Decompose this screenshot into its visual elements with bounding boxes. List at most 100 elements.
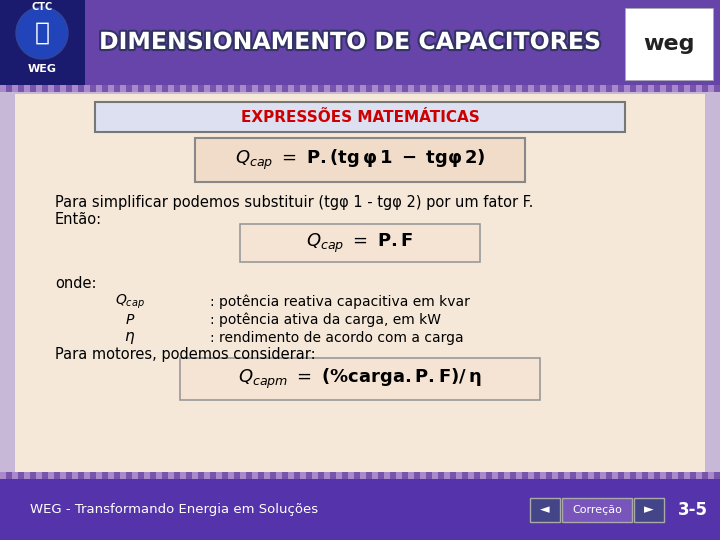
Bar xyxy=(522,85,528,92)
Bar xyxy=(48,472,54,479)
Bar xyxy=(546,472,552,479)
Bar xyxy=(468,85,474,92)
Bar xyxy=(288,85,294,92)
Bar xyxy=(426,472,432,479)
Bar xyxy=(240,472,246,479)
Bar xyxy=(516,472,522,479)
Bar xyxy=(246,85,252,92)
Bar xyxy=(276,472,282,479)
Bar xyxy=(258,85,264,92)
Bar xyxy=(180,358,540,400)
Bar xyxy=(624,85,630,92)
Bar xyxy=(702,472,708,479)
Bar xyxy=(150,472,156,479)
Bar xyxy=(6,472,12,479)
Text: $Q_{cap}$: $Q_{cap}$ xyxy=(115,293,145,311)
Bar xyxy=(588,85,594,92)
Bar xyxy=(625,8,713,80)
Bar xyxy=(12,85,18,92)
Bar xyxy=(95,102,625,132)
Text: : potência ativa da carga, em kW: : potência ativa da carga, em kW xyxy=(210,313,441,327)
Bar xyxy=(708,472,714,479)
Bar xyxy=(90,85,96,92)
Bar xyxy=(562,498,632,522)
Bar xyxy=(660,85,666,92)
Bar xyxy=(570,472,576,479)
Bar xyxy=(234,472,240,479)
Bar xyxy=(390,472,396,479)
Bar xyxy=(192,85,198,92)
Bar xyxy=(144,85,150,92)
Bar xyxy=(540,85,546,92)
Bar xyxy=(558,85,564,92)
Bar xyxy=(138,85,144,92)
Bar xyxy=(198,85,204,92)
Bar xyxy=(684,472,690,479)
Bar xyxy=(18,85,24,92)
Bar xyxy=(558,472,564,479)
Bar xyxy=(90,472,96,479)
Bar xyxy=(582,85,588,92)
Bar xyxy=(42,85,48,92)
Bar xyxy=(0,0,85,85)
Bar xyxy=(426,85,432,92)
Bar xyxy=(678,472,684,479)
Bar xyxy=(378,472,384,479)
Bar xyxy=(96,85,102,92)
Bar xyxy=(156,472,162,479)
Bar xyxy=(648,85,654,92)
Bar xyxy=(84,472,90,479)
Bar xyxy=(600,85,606,92)
Bar xyxy=(672,85,678,92)
Bar xyxy=(72,85,78,92)
Bar xyxy=(18,472,24,479)
Bar xyxy=(642,472,648,479)
Text: $P$: $P$ xyxy=(125,313,135,327)
Bar xyxy=(372,472,378,479)
Bar xyxy=(306,85,312,92)
Bar xyxy=(246,472,252,479)
Bar xyxy=(420,472,426,479)
Text: $Q_{cap}\ =\ \mathbf{P.(tg\,\varphi\,1\ -\ tg\varphi\,2)}$: $Q_{cap}\ =\ \mathbf{P.(tg\,\varphi\,1\ … xyxy=(235,148,485,172)
Bar xyxy=(192,472,198,479)
Bar xyxy=(474,85,480,92)
Bar xyxy=(174,85,180,92)
Bar xyxy=(84,85,90,92)
Bar xyxy=(450,472,456,479)
Bar xyxy=(630,85,636,92)
Bar xyxy=(588,472,594,479)
Bar xyxy=(624,472,630,479)
Bar xyxy=(486,472,492,479)
Bar xyxy=(210,472,216,479)
Bar xyxy=(696,85,702,92)
Bar xyxy=(396,85,402,92)
Bar xyxy=(462,85,468,92)
Bar xyxy=(678,85,684,92)
Bar xyxy=(606,472,612,479)
Bar xyxy=(36,472,42,479)
Bar xyxy=(294,85,300,92)
Bar xyxy=(180,85,186,92)
Bar xyxy=(408,85,414,92)
Bar xyxy=(186,472,192,479)
Bar xyxy=(642,85,648,92)
Bar xyxy=(672,472,678,479)
Bar xyxy=(156,85,162,92)
Bar xyxy=(530,498,560,522)
Bar xyxy=(66,472,72,479)
Bar xyxy=(234,85,240,92)
Text: EXPRESSÕES MATEMÁTICAS: EXPRESSÕES MATEMÁTICAS xyxy=(240,110,480,125)
Bar xyxy=(318,472,324,479)
Bar xyxy=(54,85,60,92)
Bar xyxy=(594,472,600,479)
Bar xyxy=(492,85,498,92)
Bar xyxy=(432,85,438,92)
Bar xyxy=(42,472,48,479)
Bar xyxy=(312,85,318,92)
Bar xyxy=(438,85,444,92)
Bar xyxy=(336,472,342,479)
Bar xyxy=(468,472,474,479)
Bar xyxy=(486,85,492,92)
Bar xyxy=(654,85,660,92)
Bar xyxy=(408,472,414,479)
